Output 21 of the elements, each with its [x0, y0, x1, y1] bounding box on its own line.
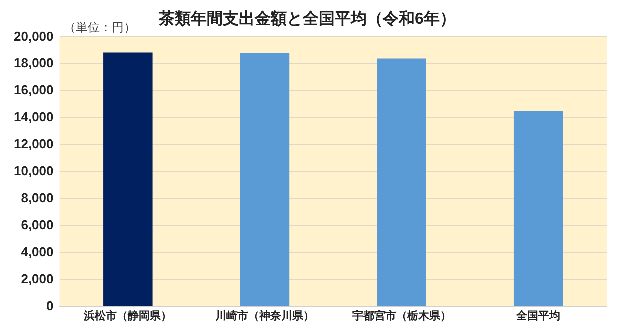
chart-title: 茶類年間支出金額と全国平均（令和6年） [158, 10, 456, 28]
y-tick-label: 0 [46, 298, 54, 314]
x-tick-label: 全国平均 [516, 309, 561, 322]
bar [514, 111, 564, 306]
y-tick-label: 20,000 [14, 28, 54, 44]
y-tick-label: 10,000 [14, 164, 54, 179]
bar [377, 58, 426, 306]
bar [240, 53, 290, 306]
y-tick-label: 2,000 [21, 271, 54, 286]
y-tick-label: 12,000 [14, 136, 54, 152]
y-tick-label: 8,000 [21, 190, 54, 206]
x-tick-label: 浜松市（静岡県） [83, 309, 172, 322]
x-tick-label: 宇都宮市（栃木県） [352, 309, 452, 322]
text: （単位：円） [64, 20, 136, 34]
x-tick-label: 川崎市（神奈川県） [214, 309, 314, 322]
y-tick-label: 18,000 [14, 56, 54, 71]
y-tick-label: 16,000 [14, 82, 54, 98]
bar [104, 52, 153, 306]
y-tick-label: 4,000 [21, 244, 54, 260]
y-tick-label: 14,000 [14, 110, 54, 125]
y-tick-label: 6,000 [21, 218, 54, 232]
